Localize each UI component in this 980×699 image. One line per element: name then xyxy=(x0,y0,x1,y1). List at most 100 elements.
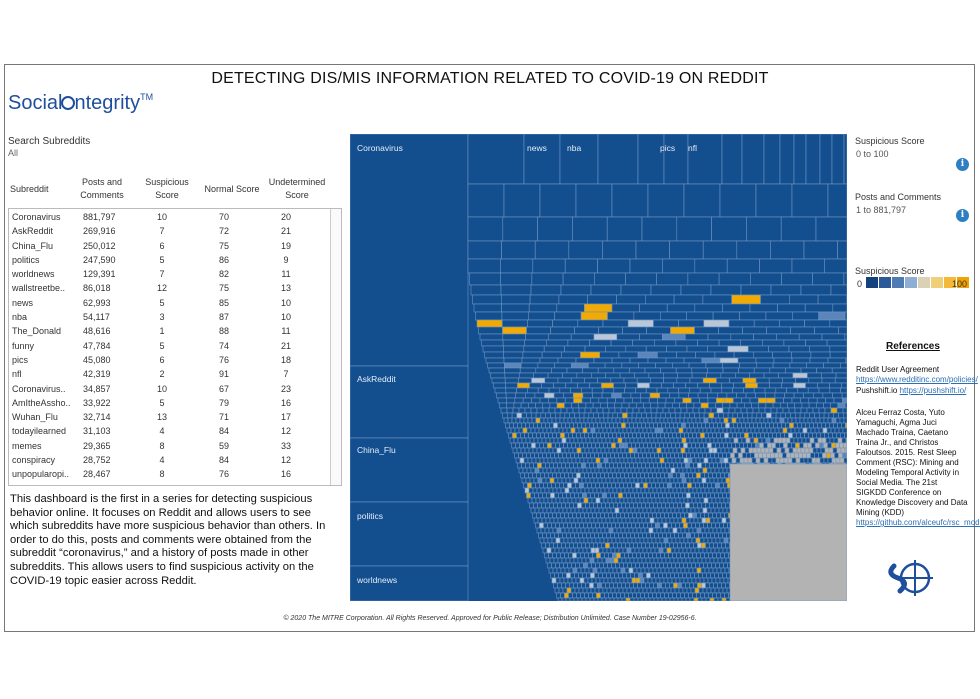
treemap-tile[interactable] xyxy=(679,417,685,424)
treemap-tile[interactable] xyxy=(525,422,530,429)
table-row[interactable]: unpopularopi.. 28,467 8 76 16 xyxy=(9,467,341,481)
treemap-tile[interactable] xyxy=(626,452,631,459)
treemap-tile[interactable] xyxy=(577,597,583,601)
treemap-tile[interactable] xyxy=(668,447,674,454)
treemap-tile[interactable] xyxy=(763,417,769,424)
treemap-tile[interactable] xyxy=(637,582,642,589)
treemap-tile[interactable] xyxy=(573,597,579,601)
treemap-tile[interactable] xyxy=(596,432,601,439)
treemap-tile[interactable] xyxy=(673,462,678,469)
treemap-tile[interactable] xyxy=(598,492,603,499)
table-row[interactable]: worldnews 129,391 7 82 11 xyxy=(9,267,341,281)
treemap-tile[interactable] xyxy=(589,462,594,469)
treemap-tile[interactable] xyxy=(665,582,670,589)
treemap-tile[interactable] xyxy=(779,442,784,449)
treemap-tile[interactable] xyxy=(824,407,832,414)
treemap-tile[interactable] xyxy=(792,432,797,439)
treemap-tile[interactable] xyxy=(690,397,700,404)
treemap-tile[interactable] xyxy=(712,592,717,599)
treemap-tile[interactable] xyxy=(541,542,546,549)
treemap-tile[interactable] xyxy=(611,183,649,218)
treemap-tile[interactable] xyxy=(722,427,728,434)
treemap-tile[interactable] xyxy=(621,462,626,469)
treemap-tile[interactable] xyxy=(710,467,716,474)
treemap-tile[interactable] xyxy=(676,512,681,519)
treemap-tile[interactable] xyxy=(597,597,603,601)
treemap-tile[interactable] xyxy=(786,387,798,394)
treemap-tile[interactable] xyxy=(582,507,588,514)
treemap-tile[interactable] xyxy=(553,517,559,524)
treemap-tile[interactable] xyxy=(534,392,545,399)
treemap-tile[interactable] xyxy=(828,447,834,454)
treemap-tile[interactable] xyxy=(533,517,539,524)
treemap-tile[interactable] xyxy=(697,597,703,601)
treemap-tile[interactable] xyxy=(682,427,688,434)
search-subreddits-filter[interactable]: All xyxy=(8,148,19,158)
treemap-tile[interactable] xyxy=(487,362,505,369)
treemap-tile[interactable] xyxy=(844,333,847,341)
table-row[interactable]: AskReddit 269,916 7 72 21 xyxy=(9,224,341,238)
treemap-tile[interactable] xyxy=(688,527,694,534)
treemap-tile[interactable] xyxy=(716,567,722,574)
treemap-tile[interactable] xyxy=(524,339,547,347)
treemap-tile[interactable] xyxy=(536,512,541,519)
treemap-tile[interactable] xyxy=(561,462,566,469)
treemap-tile[interactable] xyxy=(631,442,636,449)
treemap-tile[interactable] xyxy=(677,597,683,601)
treemap-tile[interactable] xyxy=(669,477,675,484)
treemap-tile[interactable] xyxy=(695,497,701,504)
treemap-tile[interactable] xyxy=(660,432,665,439)
treemap-tile[interactable] xyxy=(630,452,635,459)
treemap-tile[interactable] xyxy=(673,477,679,484)
treemap-tile[interactable] xyxy=(694,452,699,459)
treemap-tile[interactable] xyxy=(627,417,633,424)
treemap-tile[interactable] xyxy=(566,532,571,539)
treemap-tile[interactable] xyxy=(691,537,697,544)
treemap-tile[interactable] xyxy=(747,457,753,464)
treemap-tile[interactable] xyxy=(668,567,674,574)
treemap-tile[interactable] xyxy=(613,437,619,444)
treemap-tile[interactable] xyxy=(760,294,790,305)
treemap-tile[interactable] xyxy=(592,567,598,574)
treemap-tile[interactable] xyxy=(700,552,705,559)
treemap-tile[interactable] xyxy=(780,216,817,242)
treemap-tile[interactable] xyxy=(523,442,528,449)
treemap-tile[interactable] xyxy=(682,547,688,554)
treemap-tile[interactable] xyxy=(659,442,664,449)
treemap-tile[interactable] xyxy=(625,422,630,429)
treemap-tile[interactable] xyxy=(800,407,808,414)
treemap-tile[interactable] xyxy=(674,452,679,459)
treemap-tile[interactable] xyxy=(537,216,573,242)
treemap-tile[interactable] xyxy=(679,402,687,409)
treemap-tile[interactable] xyxy=(578,547,584,554)
treemap-tile[interactable] xyxy=(711,417,717,424)
treemap-tile[interactable] xyxy=(645,582,650,589)
treemap-tile[interactable] xyxy=(610,507,616,514)
treemap-tile[interactable] xyxy=(715,442,720,449)
treemap-tile[interactable] xyxy=(570,467,576,474)
treemap-tile[interactable] xyxy=(649,382,662,389)
treemap-tile[interactable] xyxy=(696,552,701,559)
treemap-tile[interactable] xyxy=(791,351,812,359)
treemap-tile[interactable] xyxy=(748,447,754,454)
treemap-tile[interactable] xyxy=(551,367,568,374)
treemap-tile[interactable] xyxy=(557,422,562,429)
treemap-tile[interactable] xyxy=(611,417,617,424)
treemap-tile[interactable] xyxy=(722,467,728,474)
treemap-tile[interactable] xyxy=(594,467,600,474)
treemap-tile[interactable] xyxy=(711,497,717,504)
treemap-tile[interactable] xyxy=(721,517,727,524)
treemap-tile[interactable] xyxy=(677,542,682,549)
treemap-tile[interactable] xyxy=(550,427,556,434)
treemap-tile[interactable] xyxy=(562,452,567,459)
treemap-tile[interactable] xyxy=(543,522,548,529)
treemap-tile[interactable] xyxy=(541,462,546,469)
treemap-tile[interactable] xyxy=(555,457,561,464)
treemap-tile[interactable] xyxy=(531,497,537,504)
treemap-tile[interactable] xyxy=(714,532,719,539)
treemap-tile[interactable] xyxy=(628,512,633,519)
treemap-tile[interactable] xyxy=(717,462,722,469)
treemap-tile[interactable] xyxy=(778,427,784,434)
treemap-tile[interactable] xyxy=(525,333,549,341)
treemap-tile[interactable] xyxy=(839,362,847,369)
